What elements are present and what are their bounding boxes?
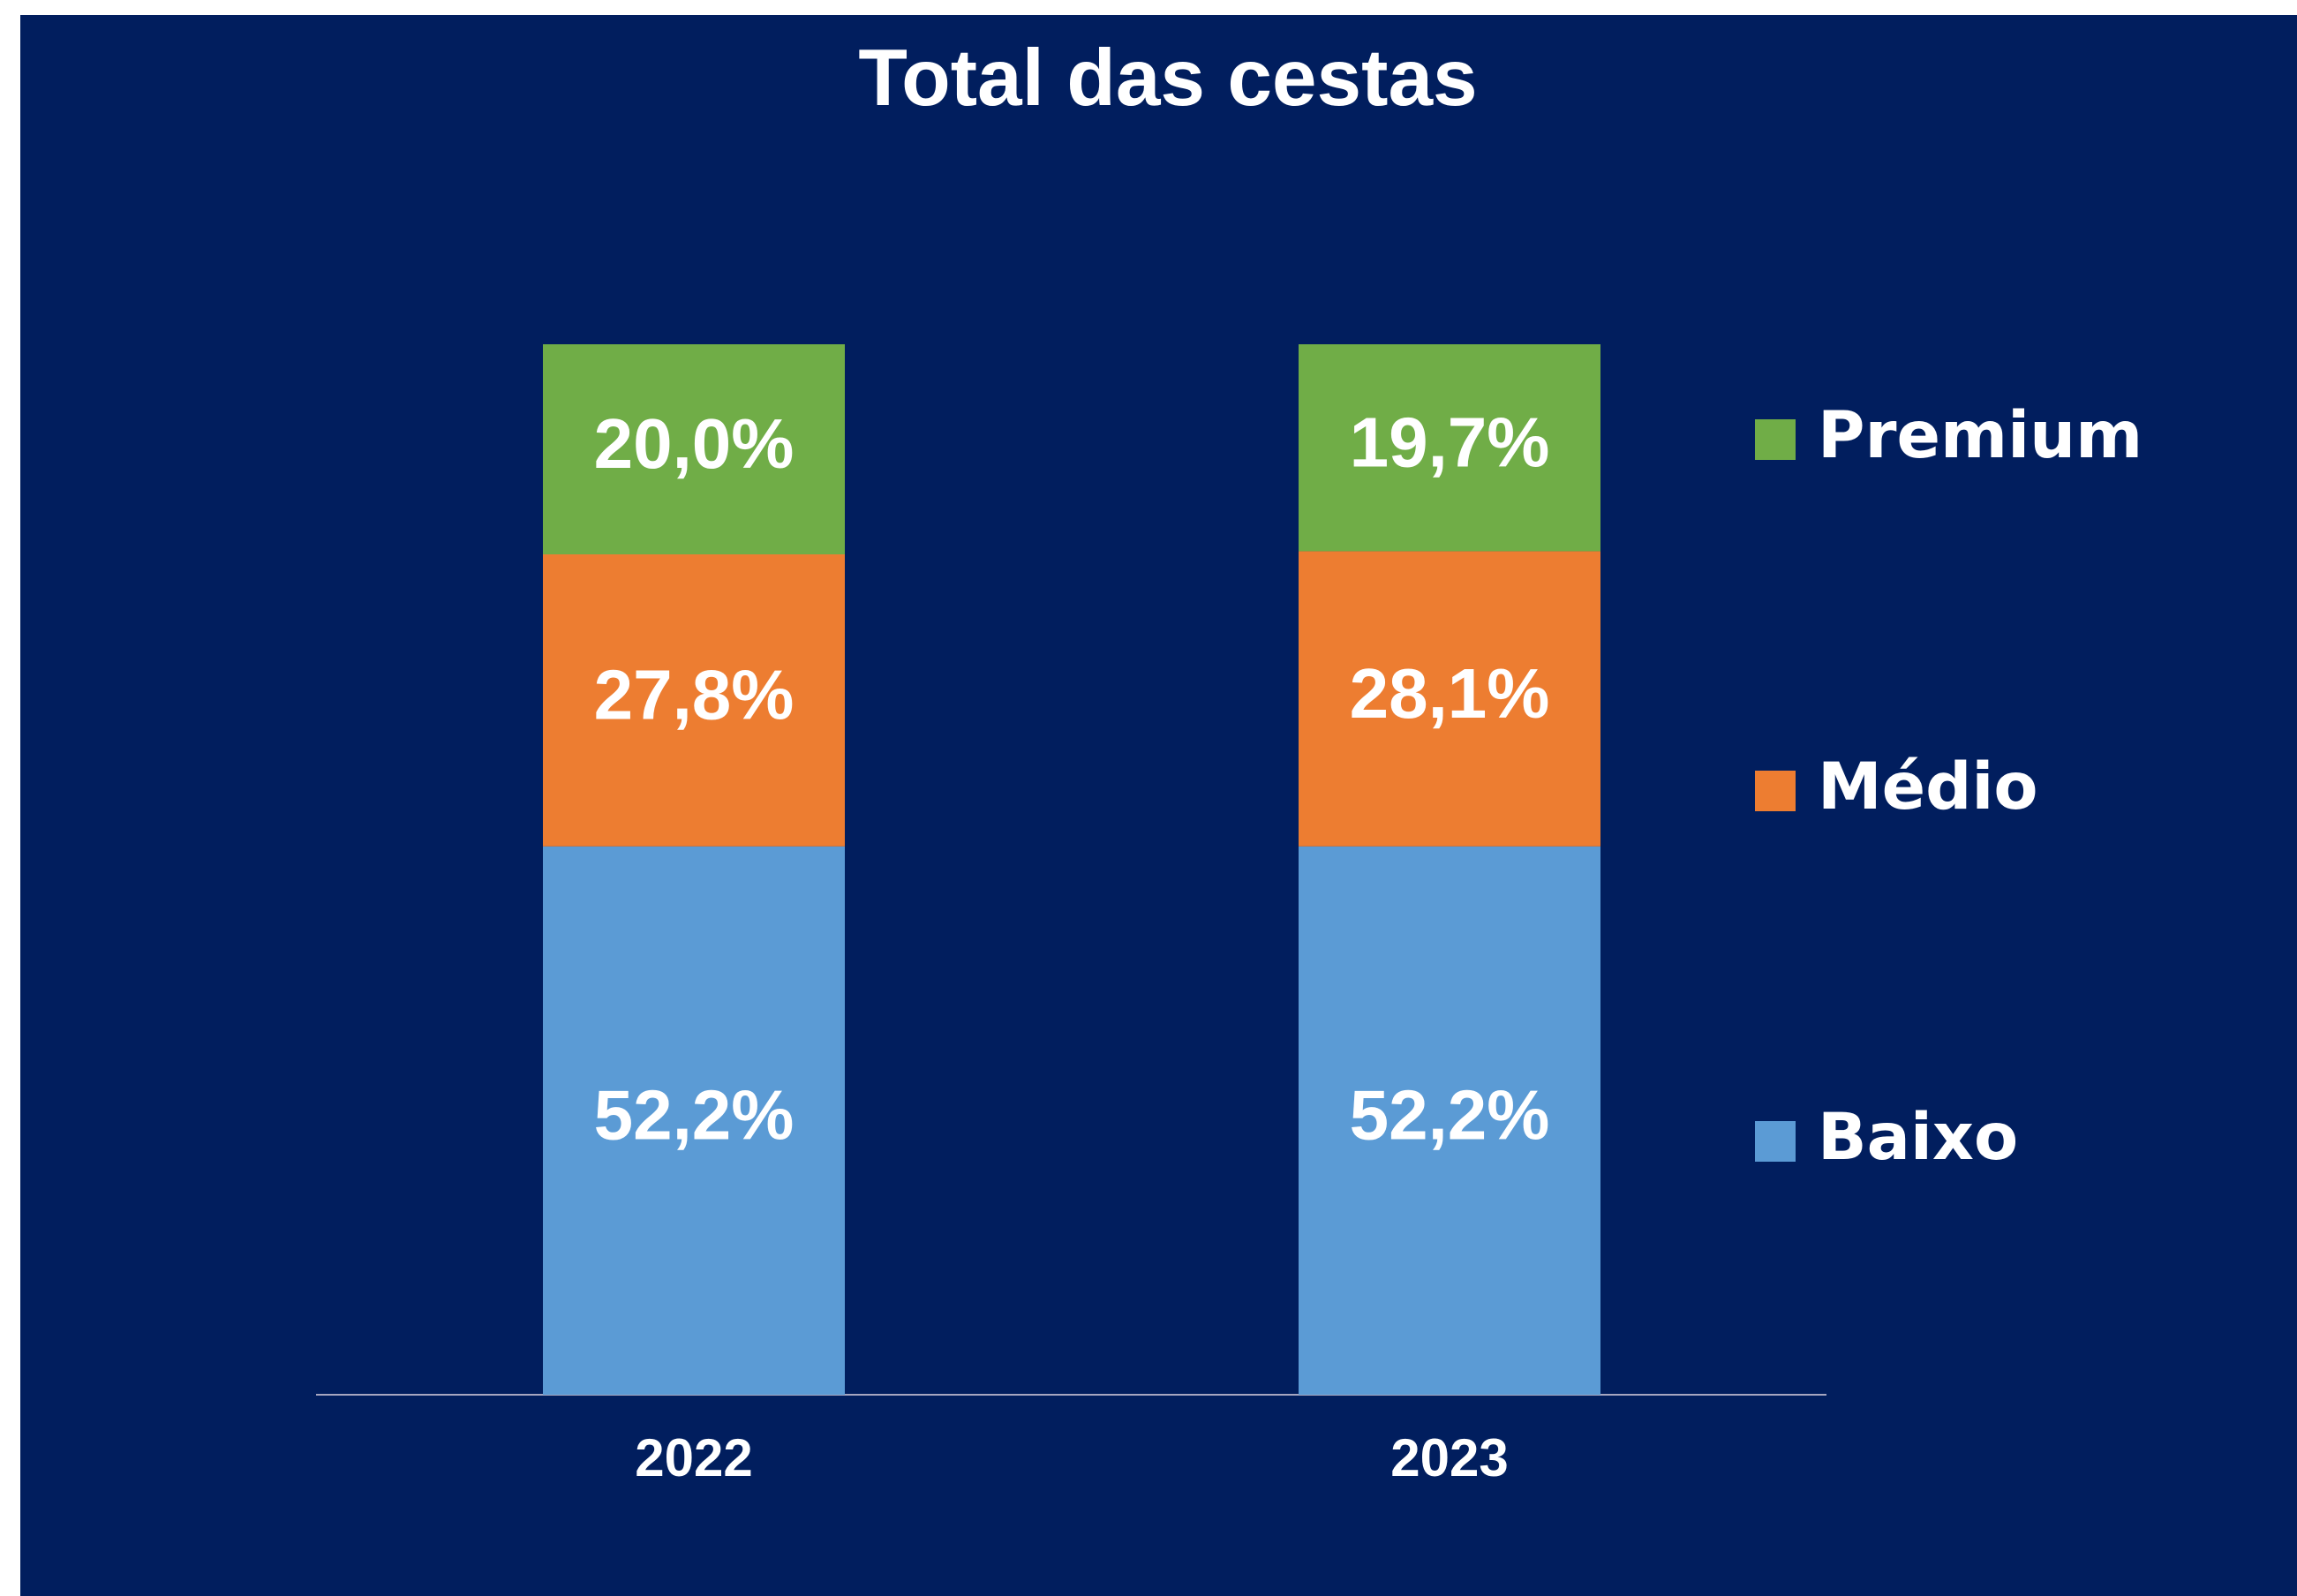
- chart-background: [20, 15, 2297, 1596]
- legend-label: Baixo: [1818, 1100, 2018, 1175]
- bar-segment: [543, 846, 845, 1395]
- bar-segment: [543, 554, 845, 847]
- x-tick-label: 2022: [635, 1428, 752, 1487]
- legend-label: Premium: [1818, 398, 2143, 473]
- legend-swatch: [1755, 419, 1796, 460]
- data-label: 20,0%: [594, 404, 795, 483]
- bar-segment: [1299, 846, 1600, 1395]
- data-label: 52,2%: [594, 1076, 795, 1155]
- x-tick-label: 2023: [1390, 1428, 1508, 1487]
- bar-segment: [1299, 551, 1600, 847]
- data-label: 28,1%: [1350, 654, 1550, 733]
- data-label: 27,8%: [594, 656, 795, 734]
- bar-segment: [1299, 344, 1600, 552]
- legend-swatch: [1755, 771, 1796, 811]
- data-label: 52,2%: [1350, 1076, 1550, 1155]
- data-label: 19,7%: [1350, 403, 1550, 481]
- chart-title: Total das cestas: [858, 34, 1477, 123]
- legend-label: Médio: [1818, 749, 2038, 824]
- legend-swatch: [1755, 1121, 1796, 1162]
- bar-segment: [543, 344, 845, 554]
